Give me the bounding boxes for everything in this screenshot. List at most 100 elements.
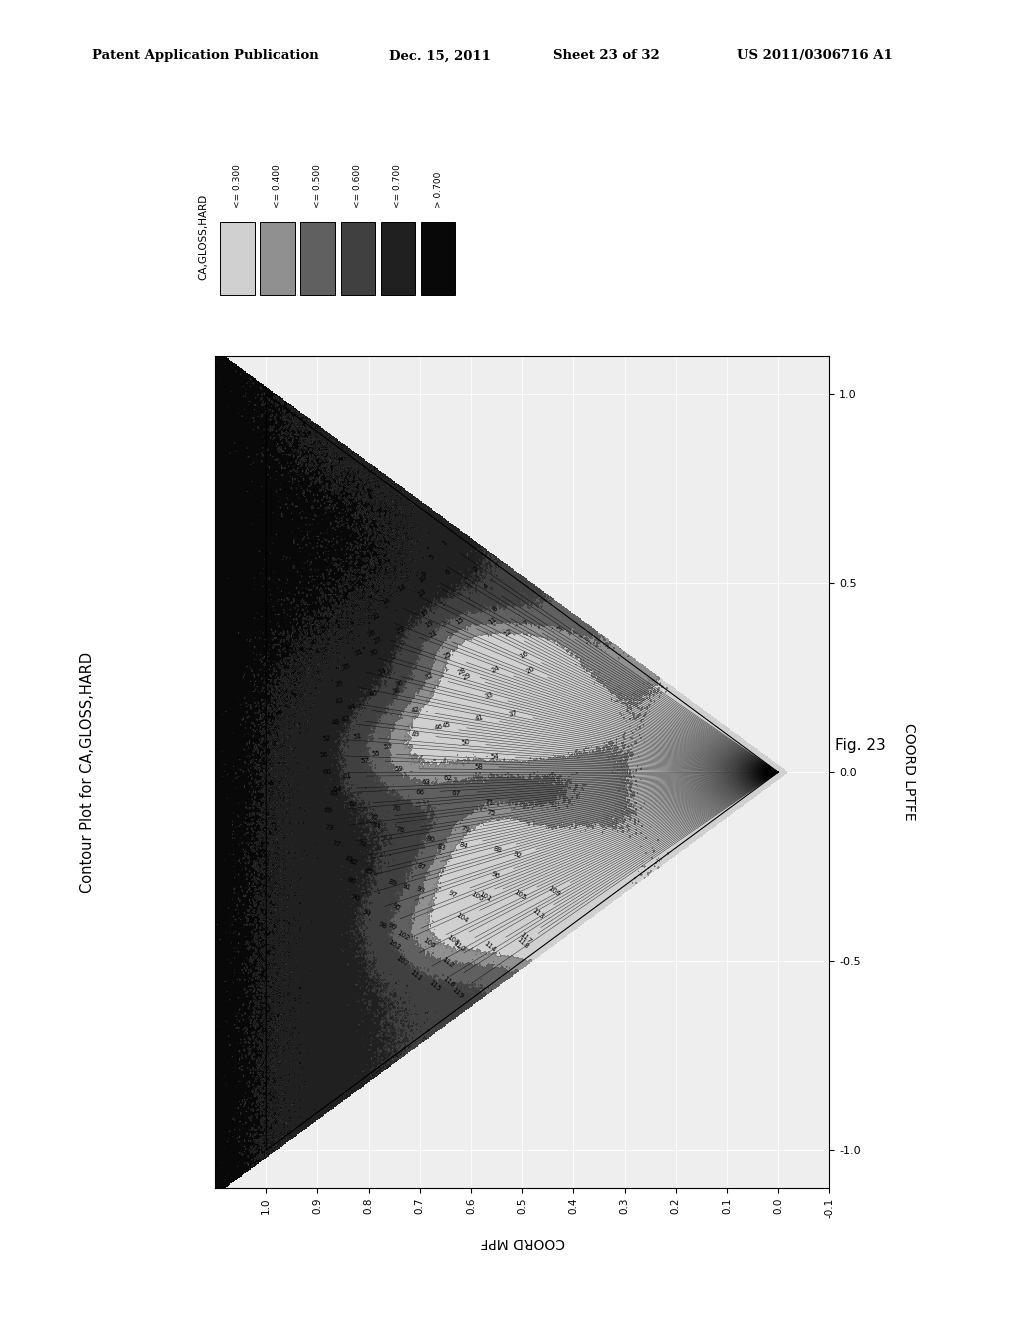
Text: 73: 73: [324, 824, 334, 832]
Text: 29: 29: [461, 672, 472, 681]
Text: 42: 42: [411, 706, 420, 714]
Text: 11: 11: [486, 615, 498, 626]
Text: 91: 91: [400, 882, 412, 891]
Text: 3: 3: [556, 626, 563, 632]
Text: 6: 6: [444, 568, 452, 576]
Text: 71: 71: [484, 799, 494, 807]
Text: 106: 106: [422, 937, 436, 949]
Text: 82: 82: [348, 858, 358, 866]
Text: 62: 62: [443, 775, 453, 781]
Text: 45: 45: [441, 721, 452, 729]
Text: 4: 4: [482, 582, 490, 590]
Text: 60: 60: [323, 770, 332, 775]
Text: 40: 40: [368, 690, 378, 698]
Text: 32: 32: [424, 672, 434, 681]
Text: CA,GLOSS,HARD: CA,GLOSS,HARD: [199, 194, 209, 280]
Text: 23: 23: [395, 626, 407, 635]
Text: 90: 90: [350, 892, 360, 902]
Text: 117: 117: [518, 931, 532, 944]
Text: 103: 103: [387, 939, 401, 950]
Text: 58: 58: [474, 763, 483, 770]
Text: 31: 31: [353, 648, 365, 657]
Text: 115: 115: [427, 979, 441, 993]
Text: 22: 22: [371, 611, 381, 620]
Text: US 2011/0306716 A1: US 2011/0306716 A1: [737, 49, 893, 62]
Text: 57: 57: [360, 758, 370, 764]
Text: 74: 74: [372, 822, 381, 829]
Text: 113: 113: [530, 907, 545, 920]
Text: 89: 89: [387, 878, 397, 887]
Text: <= 0.500: <= 0.500: [313, 164, 323, 207]
Text: 68: 68: [348, 801, 357, 808]
Text: 53: 53: [383, 743, 393, 750]
Text: 63: 63: [422, 779, 431, 785]
Text: 79: 79: [460, 825, 470, 833]
Text: 110: 110: [452, 940, 466, 953]
Text: 34: 34: [377, 668, 387, 676]
Text: 41: 41: [474, 714, 484, 722]
Text: 56: 56: [318, 752, 328, 758]
Text: 16: 16: [519, 649, 529, 660]
Text: Dec. 15, 2011: Dec. 15, 2011: [389, 49, 490, 62]
Text: Fig. 23: Fig. 23: [835, 738, 886, 754]
Text: > 0.700: > 0.700: [433, 172, 442, 207]
FancyBboxPatch shape: [220, 222, 255, 296]
Text: 10: 10: [417, 573, 428, 583]
Text: 44: 44: [347, 704, 356, 711]
Text: 27: 27: [372, 636, 383, 644]
Text: 111: 111: [409, 969, 423, 982]
Text: 52: 52: [322, 735, 331, 742]
Text: 104: 104: [455, 912, 470, 924]
Text: 81: 81: [344, 855, 354, 863]
Text: 101: 101: [478, 891, 493, 903]
Text: <= 0.600: <= 0.600: [353, 164, 362, 207]
Text: 86: 86: [346, 876, 356, 884]
FancyBboxPatch shape: [421, 222, 456, 296]
Text: 70: 70: [391, 805, 400, 812]
Y-axis label: COORD LPTFE: COORD LPTFE: [902, 723, 916, 821]
Text: 43: 43: [334, 697, 344, 705]
FancyBboxPatch shape: [300, 222, 335, 296]
Text: 77: 77: [331, 840, 341, 847]
Text: <= 0.400: <= 0.400: [273, 164, 282, 207]
Text: 65: 65: [330, 789, 339, 796]
Text: 83: 83: [436, 843, 446, 851]
Text: Patent Application Publication: Patent Application Publication: [92, 49, 318, 62]
Text: 102: 102: [396, 929, 411, 942]
Text: 67: 67: [452, 789, 462, 797]
Text: 18: 18: [381, 597, 391, 606]
Text: Sheet 23 of 32: Sheet 23 of 32: [553, 49, 659, 62]
Text: 8: 8: [492, 606, 499, 612]
Text: 46: 46: [434, 723, 443, 731]
Text: Contour Plot for CA,GLOSS,HARD: Contour Plot for CA,GLOSS,HARD: [80, 652, 94, 892]
Text: 47: 47: [340, 715, 350, 722]
Text: 21: 21: [428, 630, 439, 639]
Text: 100: 100: [470, 891, 484, 902]
FancyBboxPatch shape: [381, 222, 415, 296]
Text: 35: 35: [341, 663, 351, 672]
Text: 51: 51: [353, 733, 362, 741]
Text: 25: 25: [442, 651, 453, 660]
Text: 108: 108: [445, 935, 460, 946]
Text: 87: 87: [416, 862, 426, 871]
Text: 109: 109: [547, 884, 561, 898]
Text: 33: 33: [483, 692, 494, 700]
Text: 49: 49: [411, 731, 421, 738]
Text: 80: 80: [425, 836, 435, 843]
Text: 39: 39: [334, 680, 344, 688]
Text: 50: 50: [461, 739, 470, 746]
Text: 105: 105: [512, 890, 527, 902]
Text: 119: 119: [451, 986, 464, 1001]
Text: 78: 78: [356, 840, 367, 847]
Text: <= 0.300: <= 0.300: [232, 164, 242, 207]
Text: 20: 20: [524, 665, 536, 675]
Text: 75: 75: [486, 809, 497, 817]
Text: 26: 26: [367, 630, 377, 639]
Text: 76: 76: [395, 826, 406, 834]
Text: 28: 28: [456, 667, 467, 676]
Text: 66: 66: [416, 789, 425, 796]
Text: 112: 112: [440, 956, 455, 969]
Text: 88: 88: [492, 845, 503, 854]
X-axis label: COORD MPF: COORD MPF: [480, 1234, 564, 1249]
Text: 12: 12: [502, 627, 513, 638]
